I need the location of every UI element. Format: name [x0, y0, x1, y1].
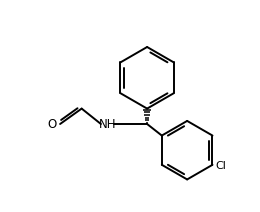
Text: NH: NH: [99, 117, 116, 131]
Text: Cl: Cl: [216, 161, 226, 171]
Text: O: O: [47, 117, 56, 131]
